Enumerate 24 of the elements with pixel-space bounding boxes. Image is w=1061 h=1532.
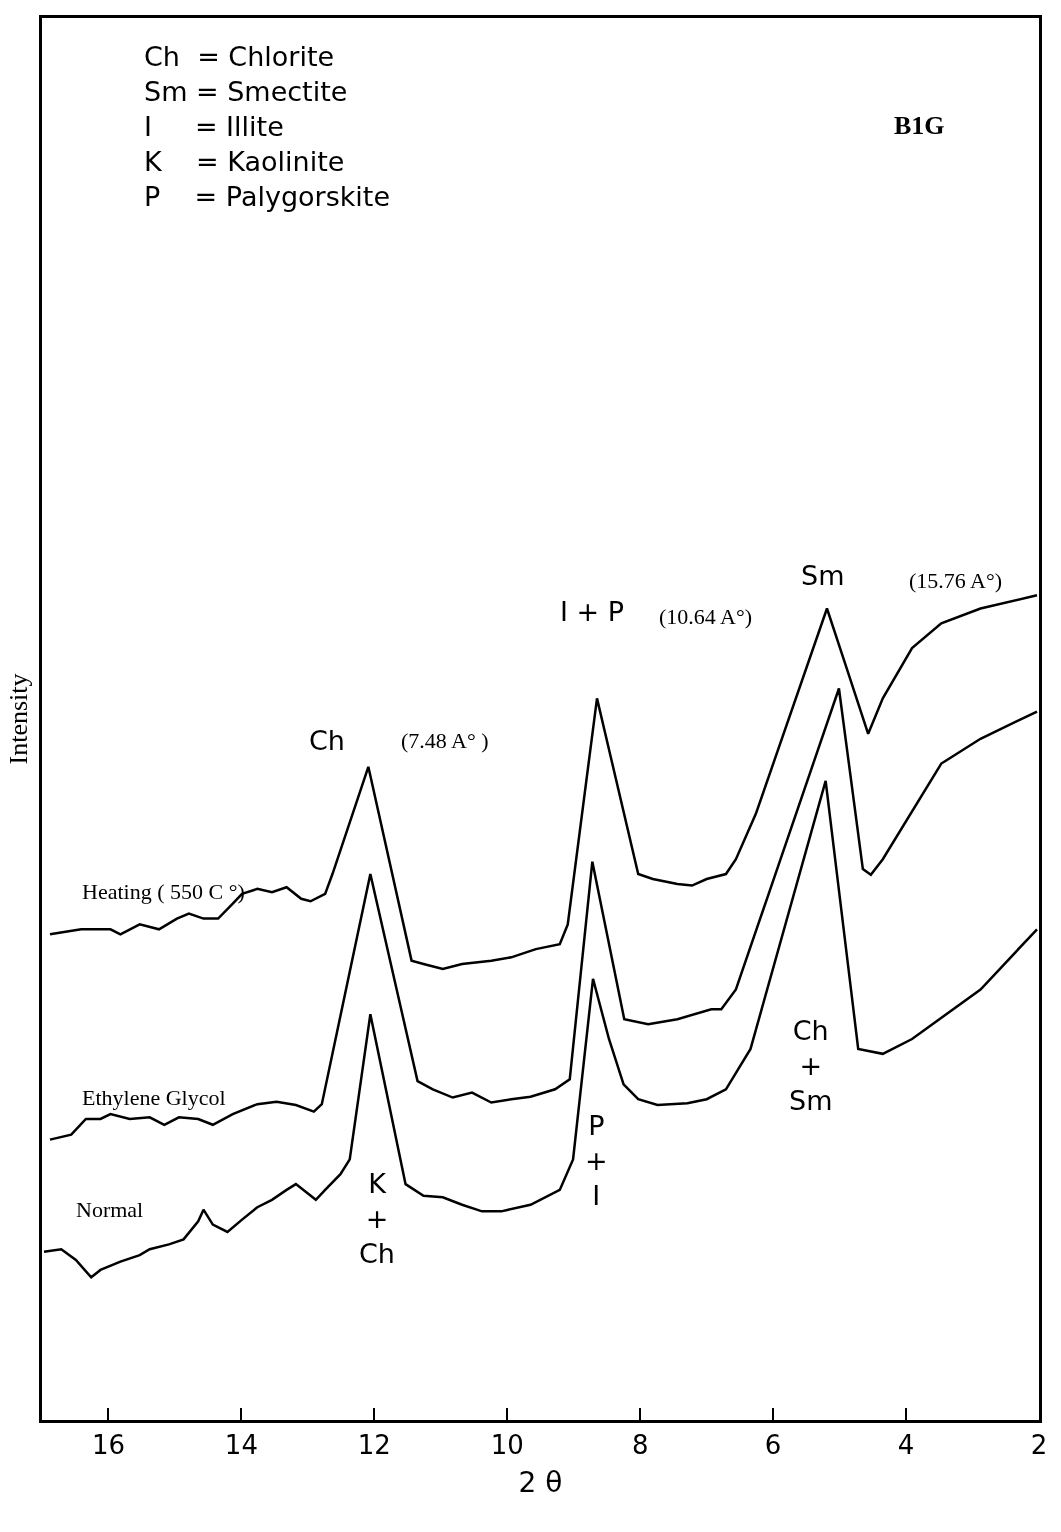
annotation: (7.48 A° ) xyxy=(401,728,489,753)
series-label: Heating ( 550 C °) xyxy=(82,879,245,904)
annotation: Ch xyxy=(309,725,345,756)
x-tick-label: 8 xyxy=(631,1430,649,1461)
x-tick-label: 6 xyxy=(764,1430,782,1461)
x-tick-label: 10 xyxy=(490,1430,524,1461)
x-tick-label: 16 xyxy=(91,1430,126,1461)
x-tick-label: 4 xyxy=(897,1430,915,1461)
text: Sm xyxy=(801,560,845,591)
series-label: Normal xyxy=(76,1197,144,1222)
text: B1G xyxy=(894,111,945,140)
x-tick-label: 2 xyxy=(1030,1430,1048,1461)
annotation: P + I xyxy=(585,1110,608,1212)
text: Ch = Chlorite Sm = Smectite I = Illite K = Kaolinite P = Palygorskite xyxy=(144,41,391,213)
series-label: Ethylene Glycol xyxy=(82,1085,226,1110)
annotation: (10.64 A°) xyxy=(659,604,753,629)
y-axis-title: Intensity xyxy=(4,673,34,765)
x-tick-label: 12 xyxy=(357,1430,391,1461)
text: (15.76 A°) xyxy=(909,568,1003,593)
annotation: Ch + Sm xyxy=(789,1015,833,1117)
annotation: K + Ch xyxy=(359,1168,395,1270)
x-tick-label: 14 xyxy=(224,1430,258,1461)
x-axis-title: 2 θ xyxy=(518,1466,563,1500)
annotation: I + P xyxy=(560,596,625,627)
